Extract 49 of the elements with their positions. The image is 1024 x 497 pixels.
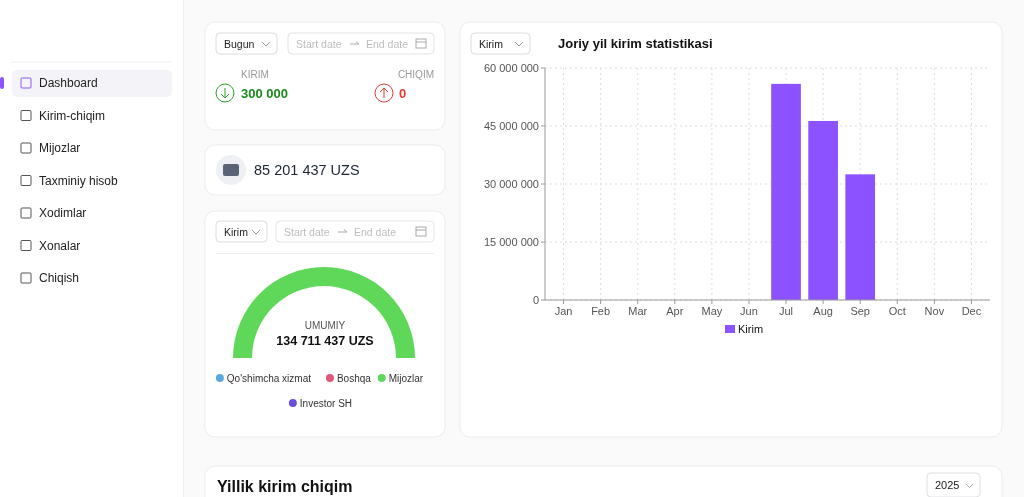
bar — [771, 83, 801, 300]
x-tick-label: Apr — [666, 305, 684, 317]
text: Chiqish — [39, 271, 80, 285]
x-tick-label: Oct — [888, 305, 906, 317]
text: Mijozlar — [39, 141, 81, 155]
x-tick-label: Jul — [779, 305, 794, 317]
text: Kirim — [224, 225, 249, 238]
text: Kirim-chiqim — [39, 108, 105, 123]
y-tick-label: 45 000 000 — [483, 120, 539, 132]
text: 2025 — [935, 479, 960, 491]
y-tick-label: 0 — [532, 294, 539, 306]
legend-label: Qo'shimcha xizmat — [226, 373, 312, 384]
x-tick-label: Feb — [591, 305, 611, 317]
text: UMUMIY — [304, 320, 346, 331]
text: KIRIM — [241, 69, 269, 80]
text: Start date — [284, 225, 330, 238]
text: End date — [366, 37, 409, 50]
x-tick-label: Mar — [628, 305, 648, 317]
x-tick-label: Sep — [850, 305, 870, 317]
text: 85 201 437 UZS — [254, 162, 360, 178]
text: Kirim — [479, 37, 504, 50]
text: Taxminiy hisob — [39, 173, 119, 188]
y-tick-label: 30 000 000 — [483, 178, 539, 190]
text: Start date — [296, 37, 342, 50]
bar — [808, 120, 838, 300]
legend-label: Boshqa — [336, 373, 372, 384]
text: Xonalar — [39, 238, 81, 253]
legend-label: Investor SH — [299, 398, 353, 409]
x-tick-label: Aug — [813, 305, 833, 317]
text: Xodimlar — [39, 206, 87, 220]
chart-title: Joriy yil kirim statistikasi — [558, 36, 713, 51]
bar — [845, 174, 876, 300]
y-tick-label: 15 000 000 — [483, 236, 539, 248]
x-tick-label: Nov — [924, 305, 945, 317]
legend-label: Kirim — [738, 323, 764, 335]
x-tick-label: Jun — [740, 305, 758, 317]
legend-label: Mijozlar — [388, 373, 424, 384]
text: Yillik kirim chiqim — [217, 478, 353, 495]
text: 300 000 — [241, 86, 288, 101]
x-tick-label: May — [701, 305, 723, 317]
text: End date — [354, 225, 397, 238]
x-tick-label: Dec — [961, 305, 982, 317]
text: Bugun — [224, 37, 255, 50]
text: 134 711 437 UZS — [276, 334, 374, 348]
text: CHIQIM — [397, 69, 434, 80]
x-tick-label: Jan — [554, 305, 573, 317]
text: Dashboard — [39, 76, 98, 90]
y-tick-label: 60 000 000 — [483, 62, 539, 74]
text: 0 — [399, 86, 407, 101]
